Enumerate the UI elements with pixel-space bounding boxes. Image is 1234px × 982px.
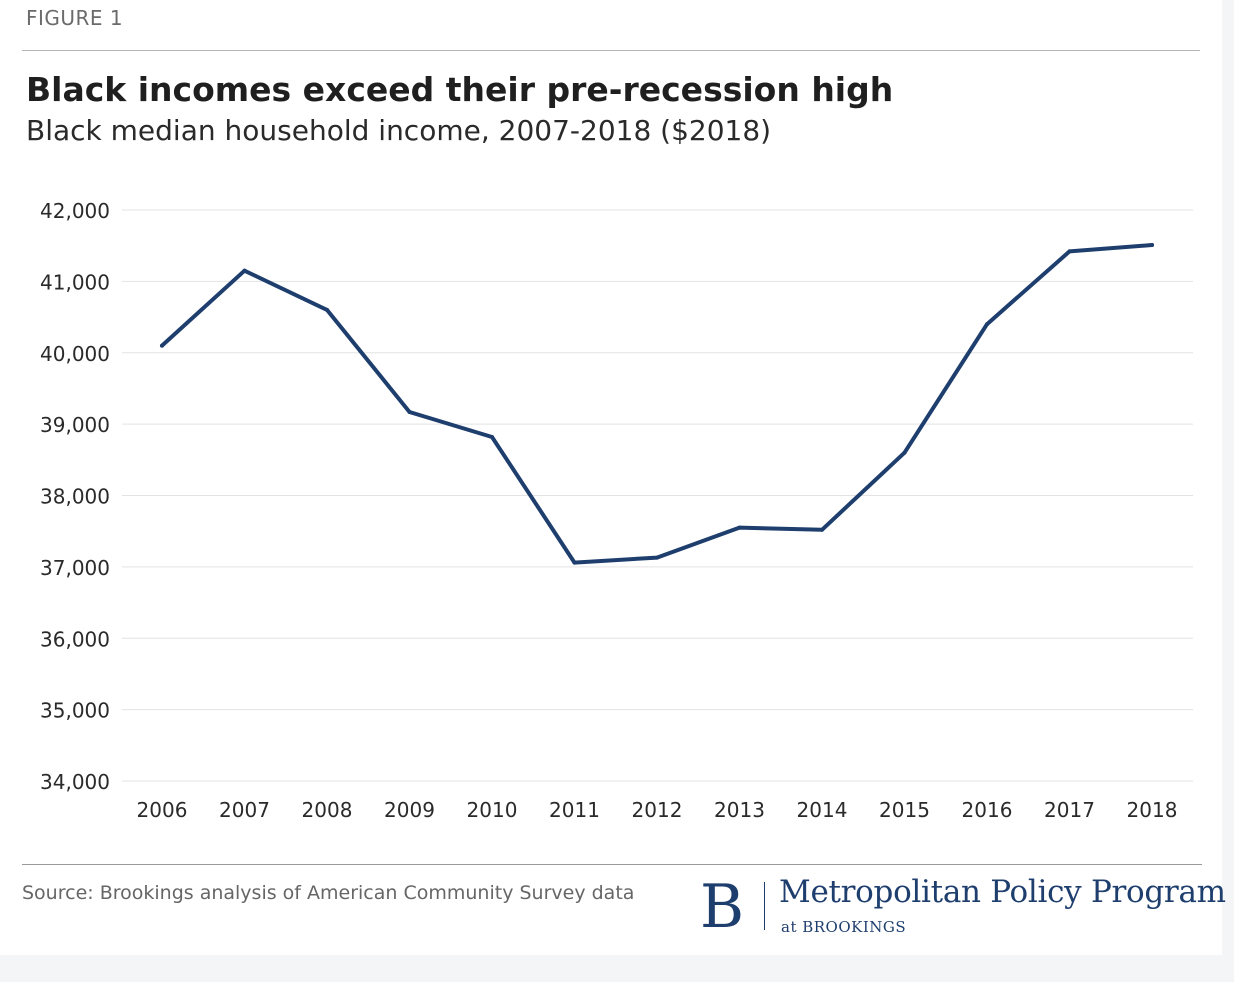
- x-tick-label: 2009: [384, 798, 435, 822]
- program-name: Metropolitan Policy Program: [779, 874, 1226, 910]
- data-point: [572, 560, 577, 565]
- y-tick-label: 34,000: [40, 770, 110, 794]
- x-tick-label: 2015: [879, 798, 930, 822]
- y-tick-label: 36,000: [40, 627, 110, 651]
- y-tick-label: 37,000: [40, 556, 110, 580]
- data-point: [242, 268, 247, 273]
- x-tick-label: 2012: [632, 798, 683, 822]
- series-line: [160, 243, 1154, 565]
- data-point: [820, 527, 824, 532]
- data-point: [1150, 242, 1154, 247]
- figure-card: FIGURE 1 Black incomes exceed their pre-…: [0, 0, 1226, 955]
- x-tick-label: 2016: [962, 798, 1013, 822]
- x-tick-label: 2010: [467, 798, 518, 822]
- line-chart: 42,000 41,000 40,000 39,000 38,000 37,000 36,0…: [40, 199, 1193, 822]
- x-tick-label: 2018: [1127, 798, 1178, 822]
- data-point: [407, 409, 412, 414]
- program-affiliation: at BROOKINGS: [781, 918, 907, 936]
- logo-separator: [764, 882, 765, 930]
- x-tick-label: 2013: [714, 798, 765, 822]
- data-point: [490, 434, 494, 439]
- brookings-b-logo-icon: B: [700, 872, 745, 942]
- data-point: [325, 307, 329, 312]
- y-tick-label: 38,000: [40, 485, 110, 509]
- y-tick-label: 42,000: [40, 199, 110, 223]
- data-point: [902, 450, 907, 455]
- data-point: [1067, 249, 1072, 254]
- y-tick-label: 41,000: [40, 270, 110, 294]
- chart-subtitle: Black median household income, 2007-2018…: [26, 114, 772, 147]
- y-tick-label: 39,000: [40, 413, 110, 437]
- y-tick-label: 40,000: [40, 342, 110, 366]
- x-tick-label: 2017: [1044, 798, 1095, 822]
- x-tick-label: 2006: [137, 798, 188, 822]
- x-tick-label: 2007: [219, 798, 270, 822]
- figure-label: FIGURE 1: [26, 6, 124, 30]
- bottom-divider: [22, 864, 1202, 865]
- data-point: [655, 555, 659, 560]
- x-tick-label: 2011: [549, 798, 600, 822]
- source-note: Source: Brookings analysis of American C…: [22, 882, 635, 904]
- x-tick-label: 2008: [302, 798, 353, 822]
- chart-title: Black incomes exceed their pre-recession…: [26, 70, 894, 109]
- data-point: [737, 525, 742, 530]
- x-tick-label: 2014: [797, 798, 848, 822]
- data-point: [160, 343, 164, 348]
- top-divider: [22, 50, 1200, 51]
- data-point: [985, 322, 989, 327]
- y-tick-label: 35,000: [40, 699, 110, 723]
